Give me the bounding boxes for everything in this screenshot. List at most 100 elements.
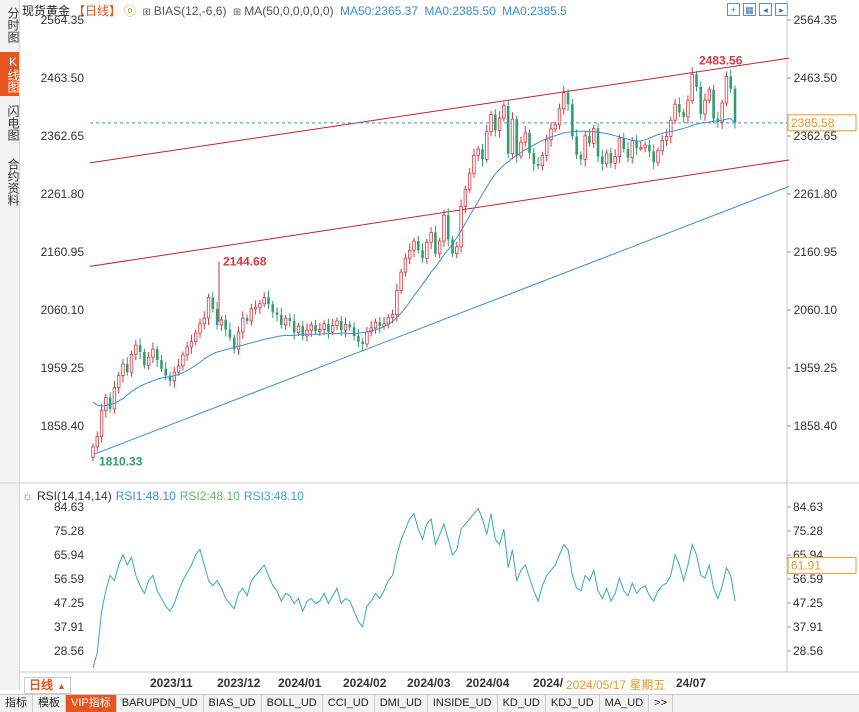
y-tick-label-right: 2160.95 [794,245,838,259]
candle-body [583,135,587,160]
indicator-tab[interactable]: BIAS_UD [204,695,262,712]
indicator-tab[interactable]: 模板 [33,695,66,712]
ma-label[interactable]: MA(50,0,0,0,0,0) [244,4,334,18]
candle-body [112,387,117,410]
candle-body [232,337,236,350]
indicator-tab[interactable]: VIP指标 [66,695,117,712]
candle-body [596,128,600,157]
candle-body [729,76,733,89]
candle-body [253,306,258,310]
candle-body [198,323,202,334]
tab-k-line-chart[interactable]: K线图 [0,52,20,96]
candle-body [630,139,634,159]
candle-body [330,325,335,333]
tab-flash-chart[interactable]: 闪电图 [6,105,20,141]
indicator-tab[interactable]: DMI_UD [375,695,428,712]
y-tick-label-left: 2261.80 [41,187,85,201]
window-buttons: + ▦ ◂ ▸ [727,2,791,16]
back-icon[interactable]: ◂ [759,3,772,16]
candle-body [108,397,112,409]
rsi-tick-label-left: 37.91 [54,620,84,634]
candle-body [275,312,279,315]
x-tick-label: 2024/04 [466,676,510,690]
tab-contract-info[interactable]: 合约资料 [6,158,20,206]
candle-body [386,317,391,325]
candle-body [553,124,557,130]
indicator-tab[interactable]: MA_UD [600,695,650,712]
candle-body [643,144,647,149]
rsi-tick-label-right: 47.25 [793,596,823,610]
x-tick-label: 2024/01 [278,676,322,690]
candle-body [172,371,177,382]
candle-body [532,153,536,164]
candle-body [129,353,134,373]
y-tick-label-right: 2261.80 [794,187,838,201]
indicator-tab[interactable]: BARUPDN_UD [117,695,204,712]
candle-body [652,151,655,163]
candle-body [185,346,189,356]
indicator-tab[interactable]: BOLL_UD [262,695,323,712]
candle-body [485,131,489,160]
candle-body [104,397,108,412]
grid-icon[interactable]: ▦ [743,3,756,16]
indicator-tab[interactable]: CCI_UD [323,695,375,712]
candle-body [335,320,339,326]
candle-body [181,354,185,367]
candlestick-pane: 2564.35 2564.35 2463.50 2463.50 2362.65 2362.… [41,13,857,469]
candle-body [215,308,219,326]
y-tick-label-left: 1959.25 [41,361,85,375]
instrument-title: 现货黄金 [22,4,71,18]
support-trend-line [91,185,790,456]
candle-body [378,322,382,327]
rsi-tick-label-left: 75.28 [54,524,84,538]
candle-body [660,139,664,152]
annotation-peak: 2483.56 [699,53,743,67]
candle-body [143,352,146,366]
candle-body [146,356,151,366]
bias-label[interactable]: BIAS(12,-6,6) [153,4,227,18]
indicator-tab[interactable]: 指标 [0,695,33,712]
ma50-value: MA50:2365.37 [339,4,419,18]
rsi-value-box [787,556,857,574]
candle-body [352,327,356,336]
crosshair-icon[interactable]: + [727,3,740,16]
candle-body [373,321,378,329]
candle-body [686,100,690,118]
candle-body [695,74,698,87]
period-tag[interactable]: 【日线】 [73,4,122,18]
indicator-tab[interactable]: KD_UD [498,695,546,712]
candle-body [421,250,424,259]
ma0-value-2: MA0:2385.5 [502,4,567,18]
rsi-tick-label-left: 47.25 [54,596,84,610]
candle-body [327,323,330,332]
indicator-icon[interactable]: ⊞ [142,7,151,18]
indicator-tab[interactable]: INSIDE_UD [428,695,498,712]
indicator-tab[interactable]: >> [649,695,674,712]
period-selector[interactable]: 日线 ▲ [24,677,71,694]
candle-body [267,297,270,305]
rsi-tick-label-right: 37.91 [793,620,823,634]
candle-body [164,368,168,376]
candle-body [669,119,673,137]
candle-body [648,145,651,152]
annotation-low: 1810.33 [99,455,143,469]
candle-body [228,329,232,338]
rsi-tick-label-left: 84.63 [54,500,84,514]
indicator-tab[interactable]: KDJ_UD [546,695,600,712]
x-tick-label: 2024/02 [343,676,387,690]
rsi-tick-label-right: 56.59 [793,572,823,586]
rsi-label[interactable]: RSI(14,14,14) [37,489,112,503]
candle-body [601,156,604,164]
y-tick-label-left: 1858.40 [41,419,85,433]
ma0-value: MA0:2385.50 [424,4,496,18]
indicator-icon[interactable]: ⊞ [232,7,242,18]
sun-icon[interactable]: ☼ [22,489,33,503]
tab-time-chart[interactable]: 分时图 [6,7,20,43]
x-tick-label: 2024/03 [407,676,451,690]
candle-body [510,118,515,155]
candle-body [703,99,707,115]
y-tick-label-left: 2060.10 [41,303,85,317]
candle-body [390,314,395,318]
candle-body [309,324,313,331]
